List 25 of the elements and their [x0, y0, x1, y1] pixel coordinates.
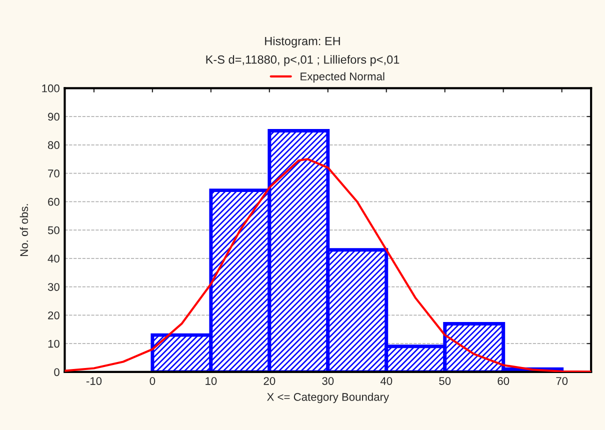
- y-axis-title: No. of obs.: [20, 204, 28, 256]
- y-tick-label: 80: [48, 141, 60, 150]
- legend-label: Expected Normal: [300, 72, 384, 83]
- x-tick-label: 50: [439, 377, 451, 385]
- y-tick-label: 40: [48, 254, 60, 263]
- y-tick-label: 0: [54, 368, 60, 376]
- y-tick-label: 20: [48, 311, 60, 320]
- y-tick-label: 70: [48, 170, 60, 178]
- y-tick-label: 10: [48, 340, 60, 348]
- chart-title: Histogram: EH: [265, 36, 340, 48]
- x-tick-label: 60: [498, 377, 510, 385]
- y-tick-label: 90: [48, 112, 60, 121]
- x-tick-label: 20: [264, 377, 276, 385]
- x-tick-label: 70: [556, 377, 568, 385]
- y-tick-label: 100: [42, 84, 60, 92]
- x-tick-label: 30: [322, 377, 334, 385]
- x-tick-label: 0: [150, 377, 156, 385]
- y-tick-label: 60: [48, 198, 60, 206]
- x-tick-label: 10: [206, 377, 217, 385]
- y-tick-label: 50: [48, 226, 60, 234]
- chart-subtitle: K-S d=,11880, p<,01 ; Lilliefors p<,01: [206, 55, 400, 66]
- x-tick-label: 40: [380, 377, 392, 385]
- x-axis-title: X <= Category Boundary: [267, 392, 390, 404]
- y-tick-label: 30: [48, 283, 60, 291]
- x-tick-label: -10: [86, 377, 102, 385]
